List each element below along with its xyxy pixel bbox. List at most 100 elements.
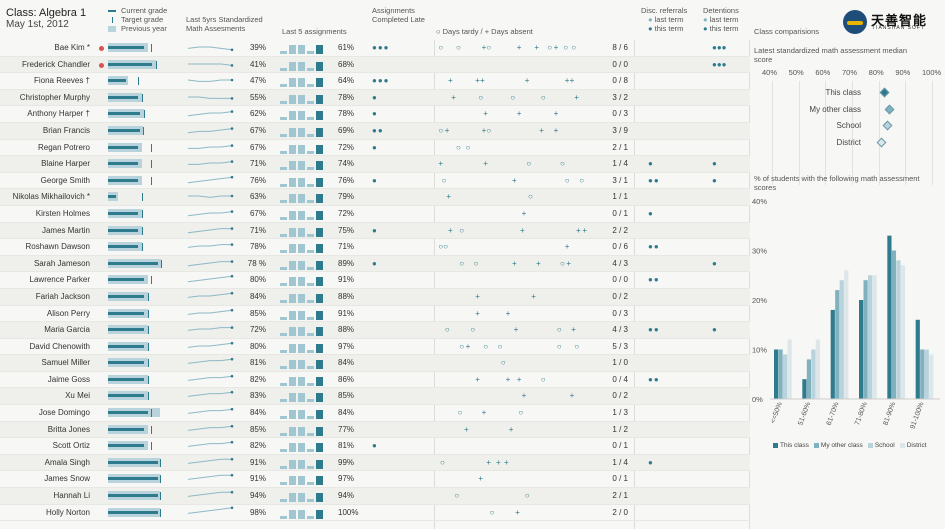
histogram-bar [859, 300, 864, 399]
table-row[interactable]: George Smith 76% 76% ● ○ + ○ ○ 3 / 1 ●● ● [0, 173, 750, 190]
attendance-marks: + + ○ ○ [432, 156, 602, 172]
table-row[interactable]: Lawrence Parker 80% 91% 0 / 0 ●● [0, 272, 750, 289]
student-name[interactable]: Holly Norton [45, 507, 90, 517]
table-row[interactable]: Bae Kim * 39% 61% ●●● ○ ○ + ○ + + ○ + ○ ○ 8 / 6 ●●● [0, 40, 750, 57]
table-row[interactable]: Roshawn Dawson 78% 71% ○ ○ +0 / 6 ●● [0, 239, 750, 256]
student-name[interactable]: Fiona Reeves † [33, 76, 90, 86]
table-row[interactable]: Scott Ortiz 82% 81% ● 0 / 1 [0, 438, 750, 455]
last5-bars [280, 405, 336, 421]
assignment-bar [298, 144, 305, 154]
student-name[interactable]: Amala Singh [44, 457, 90, 467]
student-name[interactable]: Regan Potrero [37, 142, 90, 152]
table-row[interactable]: James Snow 91% 97% +0 / 1 [0, 471, 750, 489]
table-row[interactable]: David Chenowith 80% 97% ○ + ○ ○ ○ ○ 5 / 3 [0, 339, 750, 356]
table-row[interactable]: Maria Garcia 72% 88% ○ ○ + ○ +4 / 3 ●● ● [0, 322, 750, 339]
assignment-bar [307, 183, 314, 187]
last5-bars [280, 106, 336, 122]
assignment-percent: 85% [338, 391, 355, 401]
histogram-svg: 0% 10% 20% 30% 40% <=50% 51-60% 61-70% 71-80% 81-… [752, 197, 940, 430]
table-row[interactable]: Samuel Miller 81% 84% ○ 1 / 0 [0, 355, 750, 372]
student-name[interactable]: Brian Francis [42, 125, 90, 135]
target-grade-marker [148, 375, 149, 384]
table-row[interactable]: Fariah Jackson 84% 88% + +0 / 2 [0, 288, 750, 306]
attendance-marks: + + + + + + [432, 73, 602, 89]
assignment-bar [289, 94, 296, 104]
histogram-bar [830, 309, 835, 399]
student-name[interactable]: Jose Domingo [38, 408, 90, 418]
table-row[interactable]: Amala Singh 91% 99% ○ + + +1 / 4 ● [0, 454, 750, 472]
table-row[interactable]: Anthony Harper † 62% 78% ● + + +0 / 3 [0, 106, 750, 123]
sparkline-svg [187, 374, 234, 381]
col-header-disc: Disc. referrals [641, 6, 688, 15]
table-row[interactable]: Blaine Harper 71% 74% + + ○ ○ 1 / 4 ● ● [0, 156, 750, 173]
student-name[interactable]: Sarah Jameson [33, 258, 90, 268]
table-row[interactable]: Britta Jones 85% 77% + +1 / 2 [0, 421, 750, 439]
student-name[interactable]: James Snow [44, 474, 90, 484]
student-name[interactable]: Christopher Murphy [19, 92, 90, 102]
student-name[interactable]: Britta Jones [47, 424, 90, 434]
detentions [712, 189, 742, 205]
assignment-bar [280, 299, 287, 303]
assignment-bar [280, 482, 287, 486]
table-row[interactable]: Fiona Reeves † 47% 64% ●●● + + + + + +0 / 8 [0, 73, 750, 90]
logo-emblem-icon [843, 10, 867, 34]
assessment-percent: 85% [249, 308, 266, 318]
median-gridline [932, 81, 933, 185]
last5-bars [280, 272, 336, 288]
student-name[interactable]: Maria Garcia [44, 325, 90, 335]
student-name[interactable]: Scott Ortiz [52, 441, 90, 451]
student-name[interactable]: Frederick Chandler [21, 59, 90, 69]
assignment-bar [307, 499, 314, 503]
late-assignments [372, 355, 422, 371]
student-name[interactable]: James Martin [41, 225, 90, 235]
assignment-bar [298, 94, 305, 104]
student-name[interactable]: Kirsten Holmes [35, 208, 90, 218]
absent-marker: + [496, 457, 501, 467]
student-name[interactable]: Roshawn Dawson [25, 242, 90, 252]
assignment-bar [298, 227, 305, 237]
student-name[interactable]: Lawrence Parker [29, 275, 90, 285]
table-row[interactable]: Alison Perry 85% 91% + +0 / 3 [0, 306, 750, 323]
late-assignments [372, 206, 422, 222]
assignment-bar [289, 227, 296, 237]
student-name[interactable]: Fariah Jackson [35, 291, 90, 301]
student-name[interactable]: Anthony Harper † [27, 109, 90, 119]
late-assignments: ●● [372, 125, 384, 135]
table-row[interactable]: Holly Norton 98% 100% ○ +2 / 0 [0, 505, 750, 522]
table-row[interactable]: Frederick Chandler 41% 68% 0 / 0 ●●● [0, 56, 750, 74]
student-name[interactable]: Jaime Goss [47, 374, 90, 384]
table-row[interactable]: Jaime Goss 82% 86% + + + ○ 0 / 4 ●● [0, 372, 750, 389]
student-name[interactable]: Hannah Li [53, 491, 90, 501]
student-name[interactable]: Nikolas Mikhailovich * [12, 192, 90, 202]
absent-marker: + [512, 175, 517, 185]
student-name[interactable]: George Smith [40, 175, 90, 185]
student-name[interactable]: Samuel Miller [41, 358, 90, 368]
assignment-percent: 61% [338, 43, 355, 52]
assignment-bar [298, 459, 305, 469]
tardy-marker: ○ [500, 358, 506, 368]
student-name[interactable]: Xu Mei [65, 391, 90, 401]
assignment-bar [289, 177, 296, 187]
table-row[interactable]: Regan Potrero 67% 72% ● ○ ○ 2 / 1 [0, 140, 750, 157]
table-row[interactable]: Christopher Murphy 55% 78% ● + ○ ○ ○ +3 / 2 [0, 89, 750, 107]
score-sparkline [186, 223, 236, 239]
table-row[interactable]: Jose Domingo 84% 84% ○ + ○ 1 / 3 [0, 405, 750, 422]
table-row[interactable]: Xu Mei 83% 85% + +0 / 2 [0, 388, 750, 406]
table-row[interactable]: Hannah Li 94% 94% ○ ○ 2 / 1 [0, 488, 750, 505]
tardy-absent-count: 1 / 2 [612, 424, 628, 434]
student-name[interactable]: David Chenowith [29, 341, 90, 351]
discipline-referrals [648, 223, 698, 239]
student-name[interactable]: Alison Perry [46, 308, 90, 318]
absent-marker: + [553, 43, 559, 52]
histogram-bar [774, 349, 779, 399]
student-name[interactable]: Blaine Harper [41, 159, 90, 169]
table-row[interactable]: Kirsten Holmes 67% 72% +0 / 1 ● [0, 206, 750, 223]
student-name[interactable]: Bae Kim * [54, 43, 90, 52]
table-row[interactable]: Brian Francis 67% 69% ●● ○ + + ○ + +3 / 9 [0, 122, 750, 140]
tardy-absent-count: 0 / 4 [612, 374, 628, 384]
current-grade-bar [108, 477, 158, 481]
table-row[interactable]: Sarah Jameson 78 % 89% ● ○ ○ + + ○ +4 / 3 ● [0, 255, 750, 273]
table-row[interactable]: Nikolas Mikhailovich * 63% 79% + ○ 1 / 1 [0, 189, 750, 206]
tardy-marker: ○ [547, 43, 553, 52]
table-row[interactable]: James Martin 71% 75% ● + ○ + + +2 / 2 [0, 222, 750, 240]
